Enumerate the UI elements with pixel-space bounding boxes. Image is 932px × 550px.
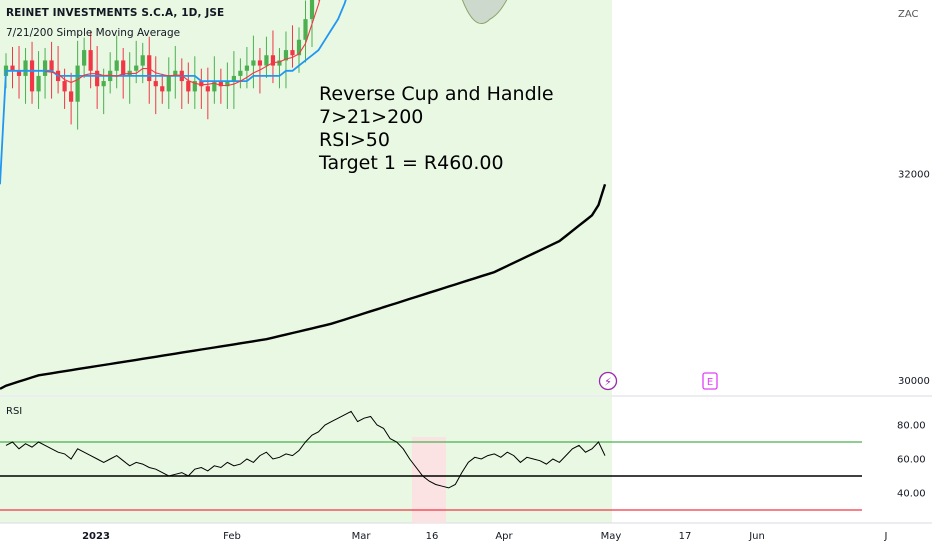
- candle-body: [205, 86, 210, 92]
- candle-body: [166, 75, 171, 92]
- candle-body: [10, 65, 15, 71]
- candle-body: [257, 60, 263, 66]
- rsi-oversold-highlight: [412, 437, 446, 523]
- candle-body: [88, 50, 93, 71]
- dividend-icon-circle: [598, 371, 618, 391]
- candle-body: [62, 81, 67, 92]
- x-tick-label: 2023: [82, 531, 110, 542]
- candle-body: [212, 81, 217, 92]
- candle-body: [218, 81, 223, 87]
- candle-body: [153, 81, 158, 87]
- candle-body: [23, 60, 28, 76]
- candle-body: [101, 81, 106, 87]
- candle-body: [244, 65, 250, 71]
- x-tick-label: 17: [679, 531, 692, 542]
- x-tick-label: Feb: [223, 531, 241, 542]
- candle-body: [270, 55, 276, 66]
- earnings-icon-glyph: E: [707, 377, 713, 388]
- candle-body: [225, 81, 230, 87]
- annotation-line-2: 7>21>200: [319, 106, 424, 128]
- candle-body: [238, 70, 243, 76]
- indicator-legend[interactable]: 7/21/200 Simple Moving Average: [6, 27, 181, 39]
- candle-body: [114, 60, 119, 71]
- rsi-pane-label[interactable]: RSI: [6, 406, 23, 417]
- candle-body: [29, 60, 35, 92]
- sma-7-line: [45, 0, 321, 87]
- candle-body: [49, 60, 54, 71]
- chart-title: REINET INVESTMENTS S.C.A, 1D, JSE: [6, 7, 225, 19]
- candle-body: [140, 55, 145, 66]
- candle-body: [36, 75, 41, 92]
- candle-body: [69, 91, 74, 102]
- x-tick-label: Jun: [748, 531, 765, 542]
- candle-body: [186, 81, 191, 92]
- candle-body: [290, 50, 295, 56]
- rsi-line: [5, 410, 606, 489]
- annotation-line-1: Reverse Cup and Handle: [319, 83, 554, 105]
- candle-body: [251, 60, 256, 66]
- candle-body: [264, 55, 269, 66]
- dividend-icon: ⚡: [598, 371, 618, 391]
- y-tick-label: 32000: [898, 170, 930, 181]
- x-tick-label: 16: [426, 531, 439, 542]
- sma-200-line: [0, 183, 607, 390]
- dividend-icon-glyph: ⚡: [604, 376, 612, 389]
- candle-body: [95, 70, 100, 87]
- candle-body: [121, 60, 126, 76]
- earnings-icon: E: [702, 372, 718, 390]
- candle-body: [199, 81, 204, 87]
- x-tick-label: Apr: [495, 531, 513, 542]
- rsi-tick-label: 80.00: [897, 421, 926, 432]
- candle-body: [75, 65, 80, 102]
- x-tick-label: Mar: [352, 531, 372, 542]
- candle-body: [303, 19, 308, 40]
- candle-body: [173, 70, 178, 76]
- sma-21-line: [0, 0, 347, 185]
- candle-body: [277, 60, 282, 66]
- annotation-line-4: Target 1 = R460.00: [319, 152, 504, 174]
- currency-label: ZAC: [898, 9, 919, 20]
- x-tick-label: May: [601, 531, 622, 542]
- cup-shape: [461, 0, 508, 25]
- rsi-tick-label: 40.00: [897, 489, 926, 500]
- candle-body: [134, 65, 139, 71]
- candle-body: [192, 81, 197, 92]
- y-tick-label: 30000: [898, 376, 930, 387]
- history-bg-rsi: [0, 397, 612, 523]
- annotation-line-3: RSI>50: [319, 129, 390, 151]
- candle-body: [296, 39, 302, 56]
- candle-body: [283, 50, 289, 61]
- x-tick-label: J: [884, 531, 888, 542]
- candle-body: [42, 60, 48, 76]
- candle-body: [82, 50, 87, 66]
- candle-body: [160, 86, 165, 92]
- rsi-tick-label: 60.00: [897, 455, 926, 466]
- candle-body: [16, 70, 22, 76]
- candle-body: [231, 75, 236, 82]
- chart-annotation: Reverse Cup and Handle 7>21>200 RSI>50 T…: [319, 83, 554, 175]
- candle-body: [309, 0, 315, 20]
- earnings-icon-box: [702, 372, 718, 390]
